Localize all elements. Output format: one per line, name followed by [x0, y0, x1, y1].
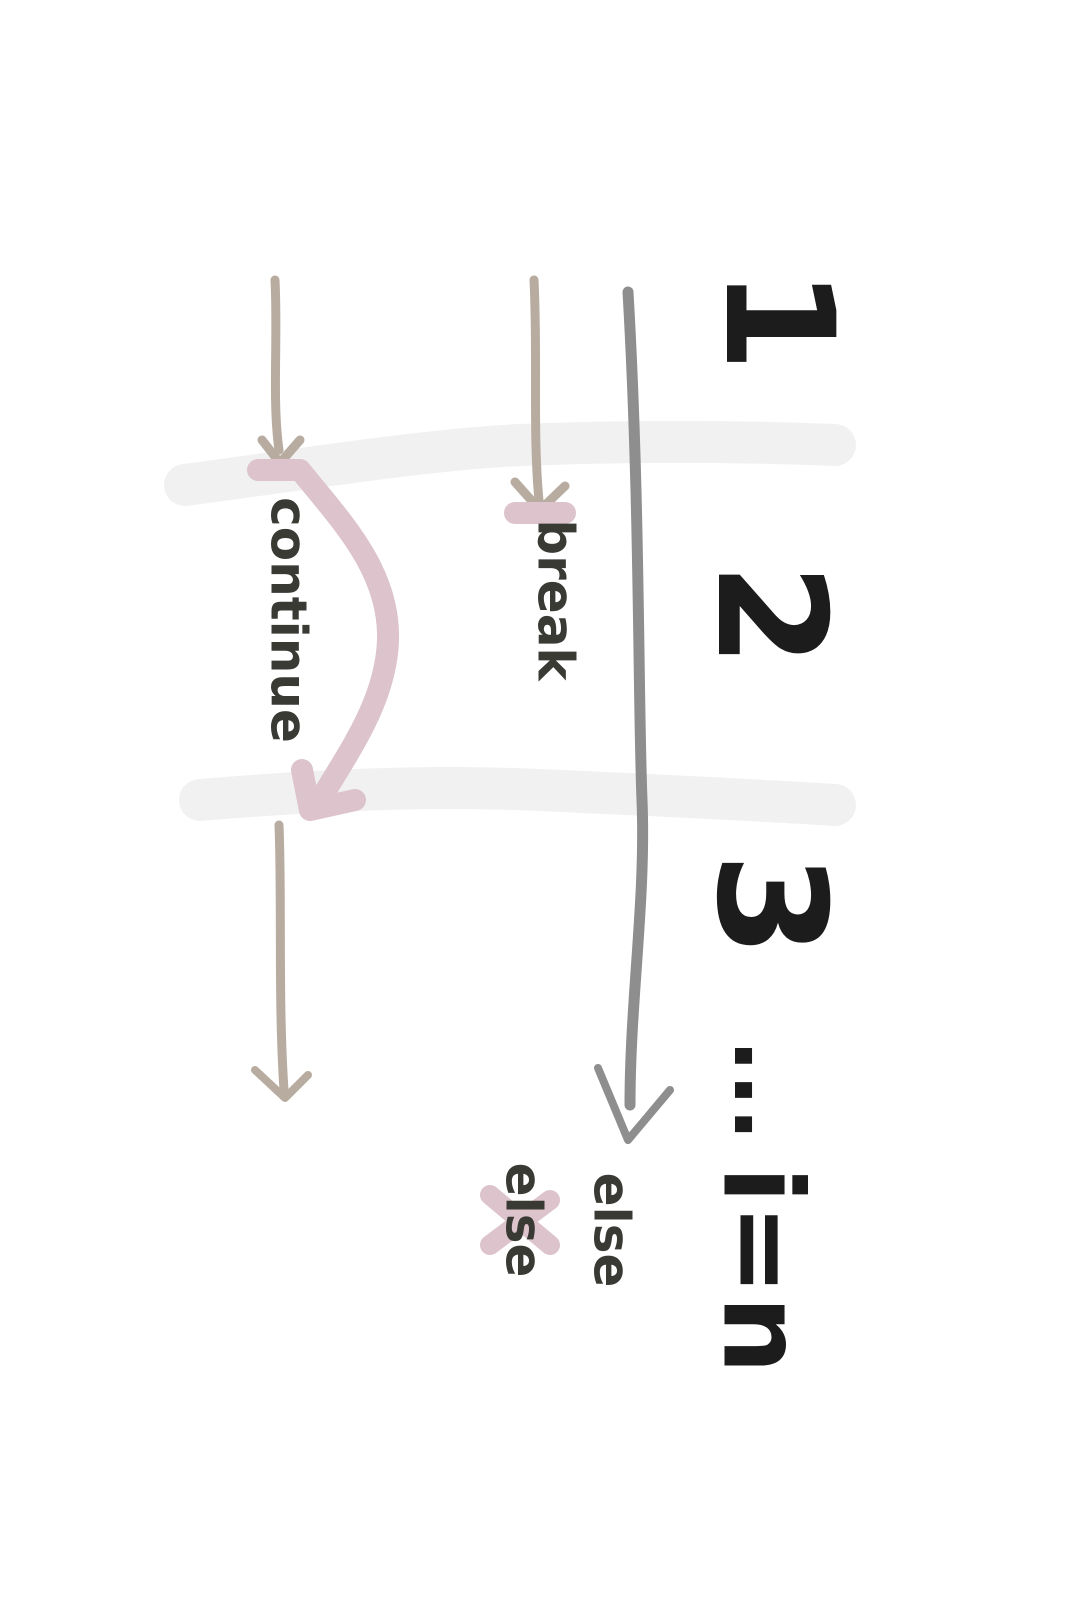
break-label: break — [527, 519, 585, 682]
loop-step-1-label: 1 — [691, 268, 865, 372]
iteration-n-label: i=n — [699, 1166, 827, 1374]
ellipsis-label: ... — [713, 1039, 818, 1142]
continue-arrowhead-bottom — [251, 1066, 312, 1102]
continue-label: continue — [260, 497, 318, 743]
else-struck-label: else — [495, 1163, 553, 1278]
break-flow-line — [529, 275, 545, 515]
continue-skip-arrowhead — [291, 759, 366, 821]
continue-flow-line-bottom — [274, 820, 289, 1095]
else-strike-b — [480, 1190, 560, 1255]
normal-flow-arrowhead — [594, 1064, 674, 1144]
loop-step-2-label: 2 — [683, 563, 857, 667]
else-kept-label: else — [583, 1173, 641, 1288]
normal-flow-line — [622, 286, 649, 1111]
continue-flow-line-top — [270, 275, 284, 455]
continue-skip-curve — [247, 459, 400, 811]
loop-step-3-label: 3 — [683, 853, 857, 957]
